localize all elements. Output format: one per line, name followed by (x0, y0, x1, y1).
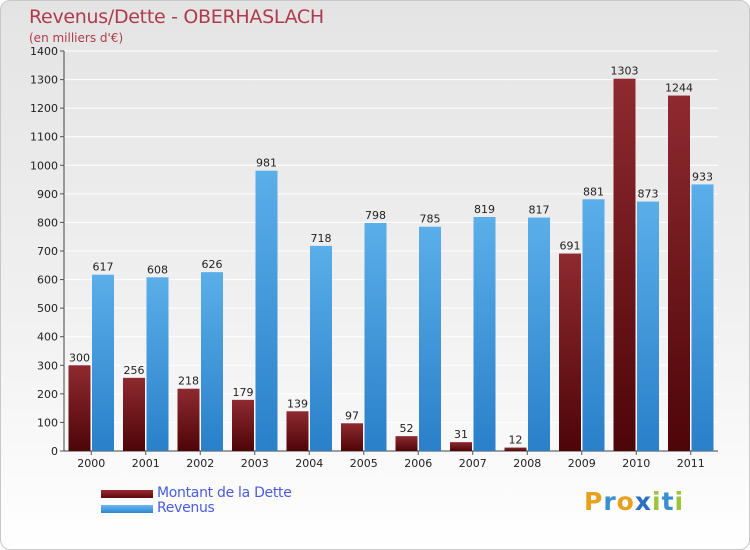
x-tick-label: 2003 (241, 457, 269, 470)
x-tick-label: 2009 (568, 457, 596, 470)
logo-letter: i (652, 487, 662, 516)
logo-letter: t (661, 487, 675, 516)
legend-label-revenue: Revenus (157, 500, 215, 516)
x-tick-label: 2000 (77, 457, 105, 470)
data-label-debt: 300 (69, 351, 90, 364)
data-label-debt: 97 (345, 409, 359, 422)
x-tick-label: 2001 (132, 457, 160, 470)
x-tick-label: 2005 (350, 457, 378, 470)
bar-revenue (637, 201, 659, 451)
data-label-debt: 256 (124, 364, 145, 377)
data-label-debt: 691 (560, 240, 581, 253)
data-label-debt: 52 (400, 422, 414, 435)
logo-letter: o (616, 487, 635, 516)
data-label-revenue: 608 (147, 263, 168, 276)
y-tick-label: 1000 (30, 159, 58, 172)
proxiti-logo: Proxiti (584, 487, 684, 516)
bar-revenue (201, 272, 223, 451)
y-tick-label: 800 (37, 216, 58, 229)
data-label-revenue: 873 (638, 188, 659, 201)
data-label-debt: 218 (178, 375, 199, 388)
logo-letter: i (674, 487, 685, 516)
y-tick-label: 500 (37, 302, 58, 315)
y-tick-label: 1200 (30, 102, 58, 115)
data-label-revenue: 817 (529, 204, 550, 217)
bar-debt (559, 253, 581, 451)
y-tick-label: 200 (37, 388, 58, 401)
data-label-debt: 139 (287, 397, 308, 410)
bar-revenue (473, 217, 496, 451)
bar-revenue (255, 170, 278, 451)
data-label-revenue: 881 (583, 185, 604, 198)
bar-debt (668, 95, 690, 452)
bar-debt (450, 442, 472, 451)
data-label-revenue: 981 (256, 157, 277, 170)
data-label-debt: 1244 (665, 82, 693, 95)
legend-label-debt: Montant de la Dette (157, 485, 292, 501)
bar-revenue (419, 226, 441, 451)
y-tick-label: 700 (37, 245, 58, 258)
chart-title: Revenus/Dette - OBERHASLACH (29, 6, 324, 28)
bar-revenue (582, 199, 605, 451)
y-tick-label: 1300 (30, 74, 58, 87)
y-tick-label: 0 (51, 445, 58, 458)
bar-debt (613, 78, 636, 451)
data-label-revenue: 798 (365, 209, 386, 222)
y-tick-label: 1100 (30, 131, 58, 144)
bar-debt (395, 436, 418, 451)
legend-swatch-revenue (101, 505, 153, 513)
data-label-revenue: 819 (474, 203, 495, 216)
y-tick-label: 400 (37, 331, 58, 344)
data-label-debt: 179 (233, 386, 254, 399)
x-tick-label: 2011 (677, 457, 705, 470)
data-label-debt: 31 (454, 428, 468, 441)
logo-letter: x (634, 487, 652, 516)
data-label-revenue: 785 (420, 213, 441, 226)
x-tick-label: 2010 (622, 457, 650, 470)
chart-subtitle: (en milliers d'€) (29, 31, 124, 45)
data-label-debt: 1303 (611, 65, 639, 78)
y-tick-label: 900 (37, 188, 58, 201)
x-tick-label: 2008 (513, 457, 541, 470)
bar-revenue (146, 277, 169, 451)
data-label-revenue: 617 (93, 261, 114, 274)
bar-revenue (310, 245, 332, 451)
bar-debt (341, 423, 363, 451)
bar-revenue (691, 184, 714, 451)
x-tick-label: 2007 (459, 457, 487, 470)
y-tick-label: 600 (37, 274, 58, 287)
y-tick-label: 300 (37, 359, 58, 372)
bar-revenue (92, 274, 114, 451)
bar-debt (504, 447, 527, 451)
data-label-revenue: 718 (311, 232, 332, 245)
logo-letter: r (603, 487, 617, 516)
bar-debt (177, 388, 200, 451)
bar-debt (286, 411, 309, 451)
logo-letter: P (584, 487, 604, 516)
data-label-revenue: 933 (692, 170, 713, 183)
x-tick-label: 2006 (404, 457, 432, 470)
bar-debt (68, 365, 91, 451)
y-tick-label: 100 (37, 416, 58, 429)
bar-revenue (528, 217, 550, 451)
data-label-debt: 12 (509, 434, 523, 447)
legend-swatch-debt (101, 490, 153, 498)
bar-debt (232, 399, 254, 451)
bar-revenue (364, 223, 387, 451)
y-tick-label: 1400 (30, 45, 58, 58)
x-tick-label: 2004 (295, 457, 323, 470)
x-tick-label: 2002 (186, 457, 214, 470)
data-label-revenue: 626 (202, 258, 223, 271)
bar-debt (123, 377, 145, 451)
